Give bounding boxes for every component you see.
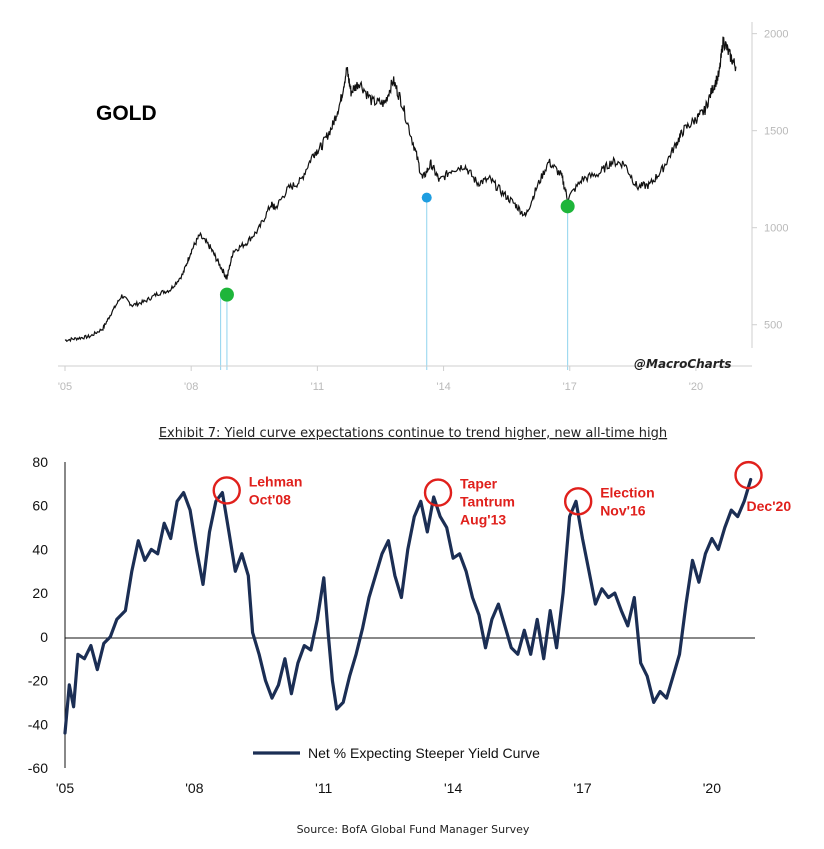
yield-xtick-label-4: '17 bbox=[573, 780, 591, 796]
yield-ytick-label-7: -60 bbox=[28, 760, 48, 776]
gold-xtick-label-2: '11 bbox=[311, 381, 325, 393]
yield-ytick-label-2: 40 bbox=[32, 541, 48, 557]
yield-xtick-label-3: '14 bbox=[444, 780, 462, 796]
annotation-label-3-0: Dec'20 bbox=[747, 498, 792, 514]
gold-ytick-label-1: 1000 bbox=[764, 223, 788, 235]
annotation-label-2-1: Nov'16 bbox=[600, 502, 646, 518]
gold-xtick-label-1: '08 bbox=[184, 381, 198, 393]
annotation-circle-0 bbox=[212, 476, 241, 505]
yield-annotations: Lehman Oct'08 Taper Tantrum Aug'13 Election No… bbox=[212, 460, 792, 528]
gold-xtick-label-0: '05 bbox=[58, 381, 72, 393]
gold-ytick-label-0: 500 bbox=[764, 320, 782, 332]
legend-label: Net % Expecting Steeper Yield Curve bbox=[308, 745, 540, 761]
yield-x-ticks: '05 '08 '11 '14 '17 '20 bbox=[56, 780, 721, 796]
yield-xtick-label-1: '08 bbox=[185, 780, 203, 796]
annotation-label-0-0: Lehman bbox=[249, 473, 303, 489]
gold-marker-green-0 bbox=[219, 287, 234, 302]
yield-ytick-label-5: -20 bbox=[28, 673, 48, 689]
yield-xtick-label-5: '20 bbox=[703, 780, 721, 796]
gold-marker-green-2 bbox=[560, 199, 575, 214]
annotation-label-0-1: Oct'08 bbox=[249, 491, 291, 507]
gold-xtick-label-3: '14 bbox=[436, 381, 450, 393]
gold-marker-blue-1 bbox=[421, 192, 432, 203]
gold-ytick-label-2: 1500 bbox=[764, 126, 788, 138]
yield-ytick-label-3: 20 bbox=[32, 585, 48, 601]
gold-xtick-label-4: '17 bbox=[563, 381, 577, 393]
gold-y-ticks: 500 1000 1500 2000 bbox=[752, 29, 788, 332]
annotation-circle-2 bbox=[563, 487, 593, 516]
yield-ytick-label-0: 80 bbox=[32, 454, 48, 470]
legend: Net % Expecting Steeper Yield Curve bbox=[253, 745, 540, 761]
exhibit-title: Exhibit 7: Yield curve expectations cont… bbox=[159, 426, 667, 441]
annotation-label-1-0: Taper bbox=[460, 476, 498, 492]
yield-xtick-label-2: '11 bbox=[315, 780, 332, 796]
gold-xtick-label-5: '20 bbox=[689, 381, 703, 393]
gold-markers bbox=[219, 192, 575, 302]
gold-vertical-lines bbox=[220, 197, 569, 370]
annotation-label-2-0: Election bbox=[600, 484, 654, 500]
annotation-label-1-1: Tantrum bbox=[460, 494, 515, 510]
macrocharts-watermark: @MacroCharts bbox=[634, 357, 732, 371]
source-note: Source: BofA Global Fund Manager Survey bbox=[297, 823, 530, 836]
yield-ytick-label-1: 60 bbox=[32, 498, 48, 514]
yield-ytick-label-4: 0 bbox=[40, 629, 48, 645]
annotation-circle-1 bbox=[423, 478, 453, 507]
gold-label: GOLD bbox=[96, 102, 157, 125]
gold-x-ticks: '05 '08 '11 '14 '17 '20 bbox=[58, 366, 703, 393]
gold-ytick-label-3: 2000 bbox=[764, 29, 788, 41]
yield-xtick-label-0: '05 bbox=[56, 780, 74, 796]
yield-ytick-label-6: -40 bbox=[28, 716, 48, 732]
annotation-label-1-2: Aug'13 bbox=[460, 512, 506, 528]
yield-curve-line bbox=[63, 477, 753, 735]
gold-price-line bbox=[64, 36, 737, 343]
annotation-circle-3 bbox=[734, 460, 763, 490]
yield-y-ticks: 80 60 40 20 0 -20 -40 -60 bbox=[28, 454, 48, 776]
